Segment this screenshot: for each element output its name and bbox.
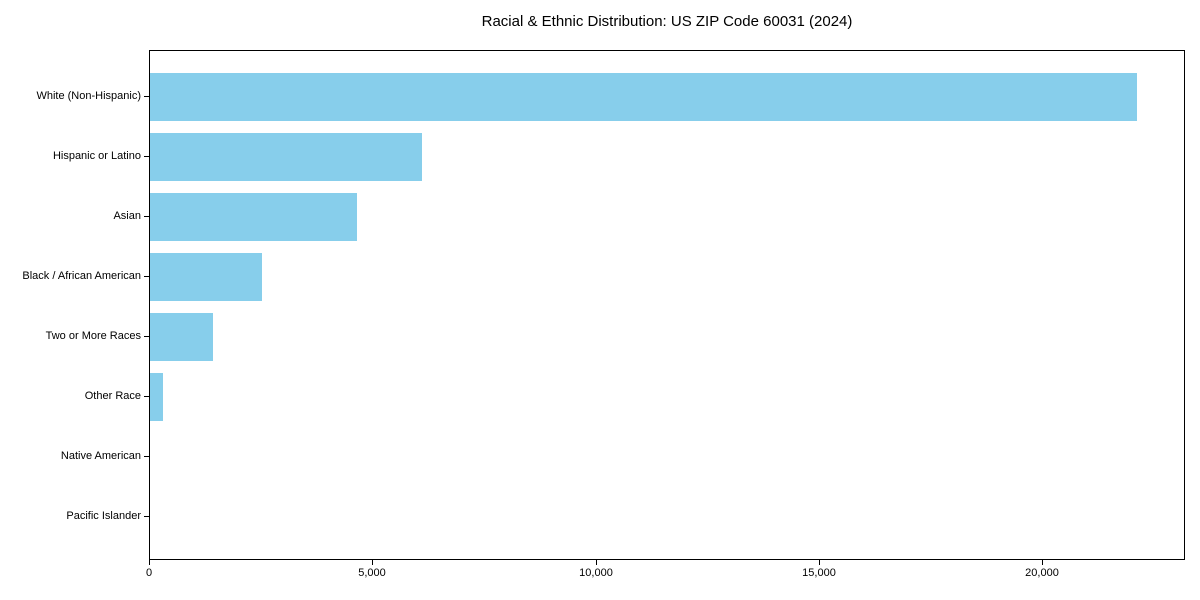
y-tick-label: Native American [60,450,141,462]
x-tick-label: 10,000 [579,567,613,579]
bar-other-race [150,373,163,421]
x-tick-mark [149,560,150,565]
bar-hispanic-or-latino [150,133,422,181]
y-tick-label: Other Race [84,390,141,402]
y-tick-label: White (Non-Hispanic) [36,90,141,102]
y-tick-mark [144,156,149,157]
y-tick-label: Hispanic or Latino [52,150,141,162]
x-tick-label: 20,000 [1025,567,1059,579]
bar-black-african-american [150,253,262,301]
y-tick-mark [144,396,149,397]
y-tick-mark [144,516,149,517]
x-tick-label: 5,000 [358,567,386,579]
x-tick-mark [1042,560,1043,565]
chart-title: Racial & Ethnic Distribution: US ZIP Cod… [481,13,853,30]
x-tick-label: 0 [145,567,153,579]
y-tick-mark [144,216,149,217]
y-tick-label: Two or More Races [45,330,141,342]
y-tick-mark [144,276,149,277]
bar-two-or-more-races [150,313,213,361]
bar-white-non-hispanic [150,73,1137,121]
x-tick-mark [596,560,597,565]
bar-asian [150,193,357,241]
plot-area [149,50,1185,560]
x-tick-label: 15,000 [802,567,836,579]
y-tick-mark [144,456,149,457]
y-tick-mark [144,336,149,337]
y-tick-label: Black / African American [22,270,141,282]
y-tick-mark [144,96,149,97]
y-tick-label: Asian [113,210,141,222]
x-tick-mark [819,560,820,565]
y-tick-label: Pacific Islander [66,510,141,522]
x-tick-mark [372,560,373,565]
